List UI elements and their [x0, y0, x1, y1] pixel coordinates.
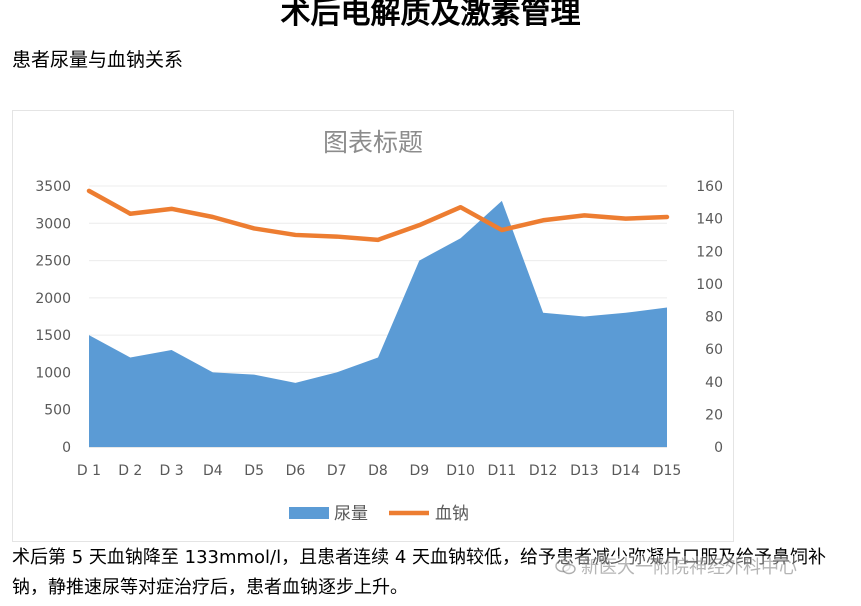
axis-labels: 0 500 1000 1500 2000 2500 3000 3500 0 20 40 60 80 100… [35, 179, 723, 479]
chart-subtitle: 患者尿量与血钠关系 [12, 49, 184, 71]
y-right-tick-label: 120 [696, 244, 723, 260]
x-tick-label: D4 [203, 463, 223, 479]
x-tick-label: D 2 [118, 463, 142, 479]
y-right-tick-label: 0 [714, 440, 723, 456]
y-right-tick-label: 40 [705, 375, 723, 391]
y-left-tick-label: 500 [44, 403, 71, 419]
x-tick-label: D10 [446, 463, 475, 479]
y-right-tick-label: 140 [696, 212, 723, 228]
x-tick-label: D11 [488, 463, 517, 479]
x-tick-label: D13 [570, 463, 599, 479]
x-tick-label: D15 [653, 463, 682, 479]
y-right-tick-label: 60 [705, 342, 723, 358]
legend-label-urine: 尿量 [334, 504, 368, 524]
wechat-icon [555, 559, 576, 575]
y-left-tick-label: 2000 [35, 291, 71, 307]
x-tick-label: D5 [244, 463, 264, 479]
x-tick-label: D 3 [160, 463, 184, 479]
watermark: 新医大一附院神经外科中心 [553, 556, 799, 580]
line-series-sodium [86, 188, 670, 243]
area-series-layer [89, 200, 667, 447]
y-left-tick-label: 1000 [35, 365, 71, 381]
y-left-tick-label: 3500 [35, 179, 71, 195]
y-right-tick-label: 160 [696, 179, 723, 195]
y-left-tick-label: 0 [62, 440, 71, 456]
legend-swatch-urine [289, 507, 329, 519]
x-tick-label: D8 [368, 463, 388, 479]
combo-chart: 0 500 1000 1500 2000 2500 3000 3500 0 20 40 60 80 100… [35, 128, 723, 524]
watermark-text: 新医大一附院神经外科中心 [581, 557, 797, 578]
chart-container: 0 500 1000 1500 2000 2500 3000 3500 0 20 40 60 80 100… [12, 110, 734, 542]
y-left-tick-label: 2500 [35, 254, 71, 270]
legend: 尿量 血钠 [289, 504, 469, 524]
x-tick-label: D 1 [77, 463, 101, 479]
x-tick-label: D9 [409, 463, 429, 479]
y-right-tick-label: 80 [705, 310, 723, 326]
x-tick-label: D14 [611, 463, 640, 479]
x-tick-label: D6 [286, 463, 306, 479]
y-left-tick-label: 1500 [35, 328, 71, 344]
chart-title: 图表标题 [323, 128, 423, 157]
x-tick-label: D7 [327, 463, 347, 479]
body-paragraph: 术后第 5 天血钠降至 133mmol/l，且患者连续 4 天血钠较低，给予患者… [12, 547, 827, 598]
line-series-layer [86, 188, 670, 243]
y-left-tick-label: 3000 [35, 216, 71, 232]
x-tick-label: D12 [529, 463, 558, 479]
area-series-urine [89, 200, 667, 447]
y-right-tick-label: 20 [705, 407, 723, 423]
legend-label-sodium: 血钠 [435, 504, 469, 524]
y-right-tick-label: 100 [696, 277, 723, 293]
page-title: 术后电解质及激素管理 [280, 0, 581, 31]
